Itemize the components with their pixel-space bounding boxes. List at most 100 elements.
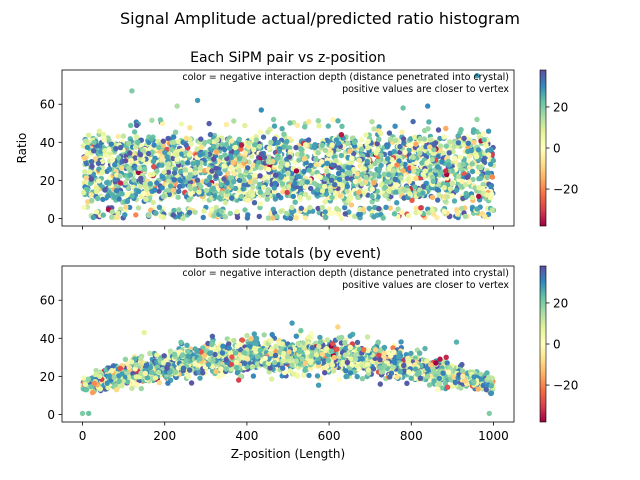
- data-point: [224, 180, 230, 186]
- data-point: [480, 131, 487, 137]
- data-point: [485, 170, 491, 176]
- data-point: [351, 143, 358, 149]
- data-point: [154, 352, 160, 358]
- y-tick-label: 40: [40, 136, 55, 150]
- y-tick-label: 60: [40, 98, 55, 112]
- data-point: [376, 124, 382, 130]
- data-point: [88, 176, 94, 182]
- data-point: [81, 375, 87, 381]
- data-point: [157, 117, 164, 123]
- data-point: [126, 140, 132, 146]
- data-point: [226, 345, 232, 351]
- data-point: [112, 177, 119, 183]
- data-point: [348, 202, 355, 208]
- data-point: [359, 376, 366, 382]
- data-point: [430, 368, 437, 375]
- data-point: [297, 194, 303, 201]
- data-point: [257, 181, 263, 188]
- data-point: [210, 143, 217, 150]
- data-point: [227, 145, 233, 151]
- data-point: [156, 379, 162, 386]
- data-point: [234, 214, 241, 221]
- data-point: [252, 141, 258, 148]
- data-point: [352, 178, 358, 185]
- data-point: [206, 138, 213, 145]
- data-point: [170, 139, 177, 145]
- data-point: [261, 154, 268, 161]
- data-point: [324, 160, 330, 166]
- data-point: [247, 189, 254, 195]
- data-point: [373, 150, 379, 156]
- data-point: [257, 173, 263, 179]
- data-point: [221, 163, 227, 169]
- data-point: [352, 213, 358, 219]
- data-point: [231, 170, 237, 177]
- data-point: [133, 134, 140, 140]
- data-point: [402, 149, 408, 155]
- data-point: [197, 152, 203, 158]
- data-point: [178, 121, 185, 127]
- data-point: [246, 140, 252, 146]
- data-point: [365, 145, 371, 151]
- data-point: [137, 183, 143, 190]
- data-point: [274, 156, 280, 162]
- data-point: [405, 357, 412, 363]
- data-point: [435, 181, 441, 188]
- data-point: [323, 214, 329, 221]
- data-point: [289, 362, 295, 368]
- data-point: [427, 137, 434, 143]
- data-point: [429, 156, 436, 163]
- data-point: [397, 143, 403, 150]
- data-point: [257, 189, 263, 195]
- data-point: [408, 375, 414, 381]
- data-point: [302, 360, 309, 366]
- data-point: [207, 350, 213, 357]
- data-point: [302, 367, 308, 374]
- data-point: [375, 194, 381, 200]
- data-point: [268, 139, 274, 145]
- data-point: [223, 366, 229, 372]
- data-point: [441, 185, 447, 191]
- data-point: [488, 183, 494, 190]
- data-point: [280, 189, 286, 195]
- data-point: [387, 374, 393, 380]
- data-point: [115, 133, 121, 140]
- data-point: [165, 174, 172, 181]
- data-point: [266, 145, 272, 151]
- data-point: [287, 368, 293, 374]
- data-point: [146, 212, 152, 218]
- data-point: [281, 369, 288, 376]
- data-point: [319, 142, 325, 149]
- data-point: [256, 143, 263, 150]
- data-point: [461, 135, 467, 141]
- data-point: [307, 366, 314, 372]
- data-point: [426, 119, 432, 125]
- data-point: [124, 379, 131, 385]
- data-point: [165, 135, 171, 142]
- data-point: [166, 191, 172, 197]
- data-point: [398, 339, 404, 345]
- data-point: [365, 138, 371, 145]
- data-point: [209, 168, 215, 174]
- data-point: [150, 171, 156, 177]
- data-point: [417, 150, 423, 156]
- data-point: [265, 129, 271, 135]
- data-point: [279, 126, 285, 132]
- data-point: [303, 142, 309, 148]
- data-point: [293, 144, 299, 151]
- data-point: [349, 361, 355, 368]
- data-point: [218, 208, 224, 215]
- data-point: [221, 176, 227, 182]
- data-point: [321, 358, 327, 364]
- data-point: [81, 189, 87, 196]
- highlight-point: [425, 103, 431, 109]
- data-point: [405, 176, 411, 182]
- data-point: [180, 352, 186, 358]
- data-point: [407, 191, 413, 197]
- data-point: [232, 185, 239, 192]
- data-point: [424, 373, 431, 379]
- data-point: [265, 173, 271, 179]
- data-point: [305, 340, 311, 346]
- data-point: [154, 168, 160, 174]
- data-point: [248, 353, 255, 360]
